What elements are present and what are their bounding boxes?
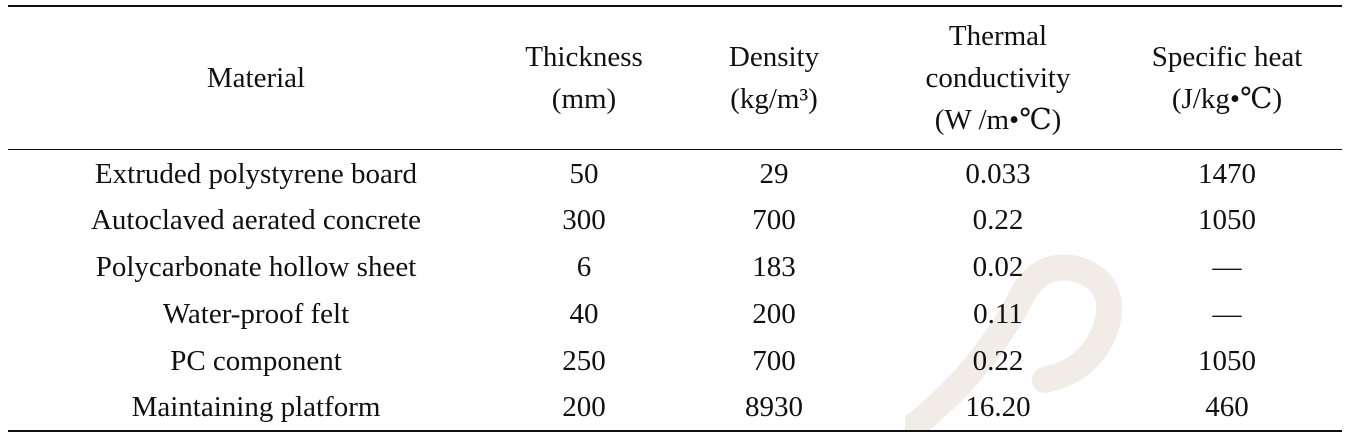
table-body: Extruded polystyrene board 50 29 0.033 1… — [8, 149, 1342, 431]
header-material: Material — [8, 6, 504, 149]
cell-thickness: 300 — [562, 203, 606, 236]
cell-material: Autoclaved aerated concrete — [90, 203, 422, 236]
cell-thermal-conductivity: 0.033 — [965, 157, 1031, 190]
cell-material: PC component — [170, 344, 342, 377]
cell-specific-heat: 1050 — [1198, 203, 1256, 236]
table-row: Autoclaved aerated concrete 300 700 0.22… — [8, 196, 1342, 243]
header-conductivity-line-1: Thermal — [948, 19, 1048, 52]
header-thermal-conductivity: Thermal conductivity (W /m•℃) — [884, 6, 1112, 149]
table-header: Material Thickness (mm) Density (kg/m³) … — [8, 6, 1342, 149]
header-material-line: Material — [206, 61, 306, 94]
cell-density: 183 — [752, 250, 796, 283]
cell-density: 700 — [752, 344, 796, 377]
header-density: Density (kg/m³) — [664, 6, 884, 149]
header-density-unit: (kg/m³) — [730, 82, 818, 115]
header-conductivity-unit: (W /m•℃) — [934, 103, 1062, 136]
material-properties-table: Material Thickness (mm) Density (kg/m³) … — [8, 5, 1342, 432]
header-conductivity-line-2: conductivity — [925, 61, 1071, 94]
cell-thermal-conductivity: 0.22 — [972, 203, 1024, 236]
cell-density: 200 — [752, 297, 796, 330]
table-row: Maintaining platform 200 8930 16.20 460 — [8, 384, 1342, 431]
cell-material: Polycarbonate hollow sheet — [95, 250, 417, 283]
header-thickness-line: Thickness — [525, 40, 643, 73]
cell-specific-heat: 1050 — [1198, 344, 1256, 377]
cell-thermal-conductivity: 0.11 — [973, 297, 1023, 330]
header-specific-heat: Specific heat (J/kg•℃) — [1112, 6, 1342, 149]
cell-thickness: 250 — [562, 344, 606, 377]
cell-thickness: 40 — [569, 297, 599, 330]
header-row: Material Thickness (mm) Density (kg/m³) … — [8, 6, 1342, 149]
cell-thermal-conductivity: 0.02 — [972, 250, 1024, 283]
cell-specific-heat: 1470 — [1198, 157, 1256, 190]
cell-thickness: 50 — [569, 157, 599, 190]
header-specific-heat-line: Specific heat — [1151, 40, 1303, 73]
cell-material: Extruded polystyrene board — [94, 157, 418, 190]
header-density-line: Density — [728, 40, 820, 73]
header-thickness-unit: (mm) — [551, 82, 617, 115]
cell-thermal-conductivity: 0.22 — [972, 344, 1024, 377]
cell-material: Maintaining platform — [131, 391, 381, 423]
header-specific-heat-unit: (J/kg•℃) — [1171, 82, 1283, 115]
cell-material: Water-proof felt — [162, 297, 350, 330]
table-row: PC component 250 700 0.22 1050 — [8, 337, 1342, 384]
table-row: Extruded polystyrene board 50 29 0.033 1… — [8, 149, 1342, 196]
cell-specific-heat: — — [1212, 250, 1242, 283]
cell-specific-heat: — — [1212, 297, 1242, 330]
cell-density: 29 — [759, 157, 789, 190]
header-thickness: Thickness (mm) — [504, 6, 664, 149]
cell-density: 8930 — [745, 391, 803, 423]
cell-thickness: 6 — [576, 250, 592, 283]
cell-thickness: 200 — [562, 391, 606, 423]
cell-thermal-conductivity: 16.20 — [965, 391, 1031, 423]
table-row: Water-proof felt 40 200 0.11 — — [8, 290, 1342, 337]
cell-density: 700 — [752, 203, 796, 236]
cell-specific-heat: 460 — [1205, 391, 1249, 423]
table-row: Polycarbonate hollow sheet 6 183 0.02 — — [8, 243, 1342, 290]
